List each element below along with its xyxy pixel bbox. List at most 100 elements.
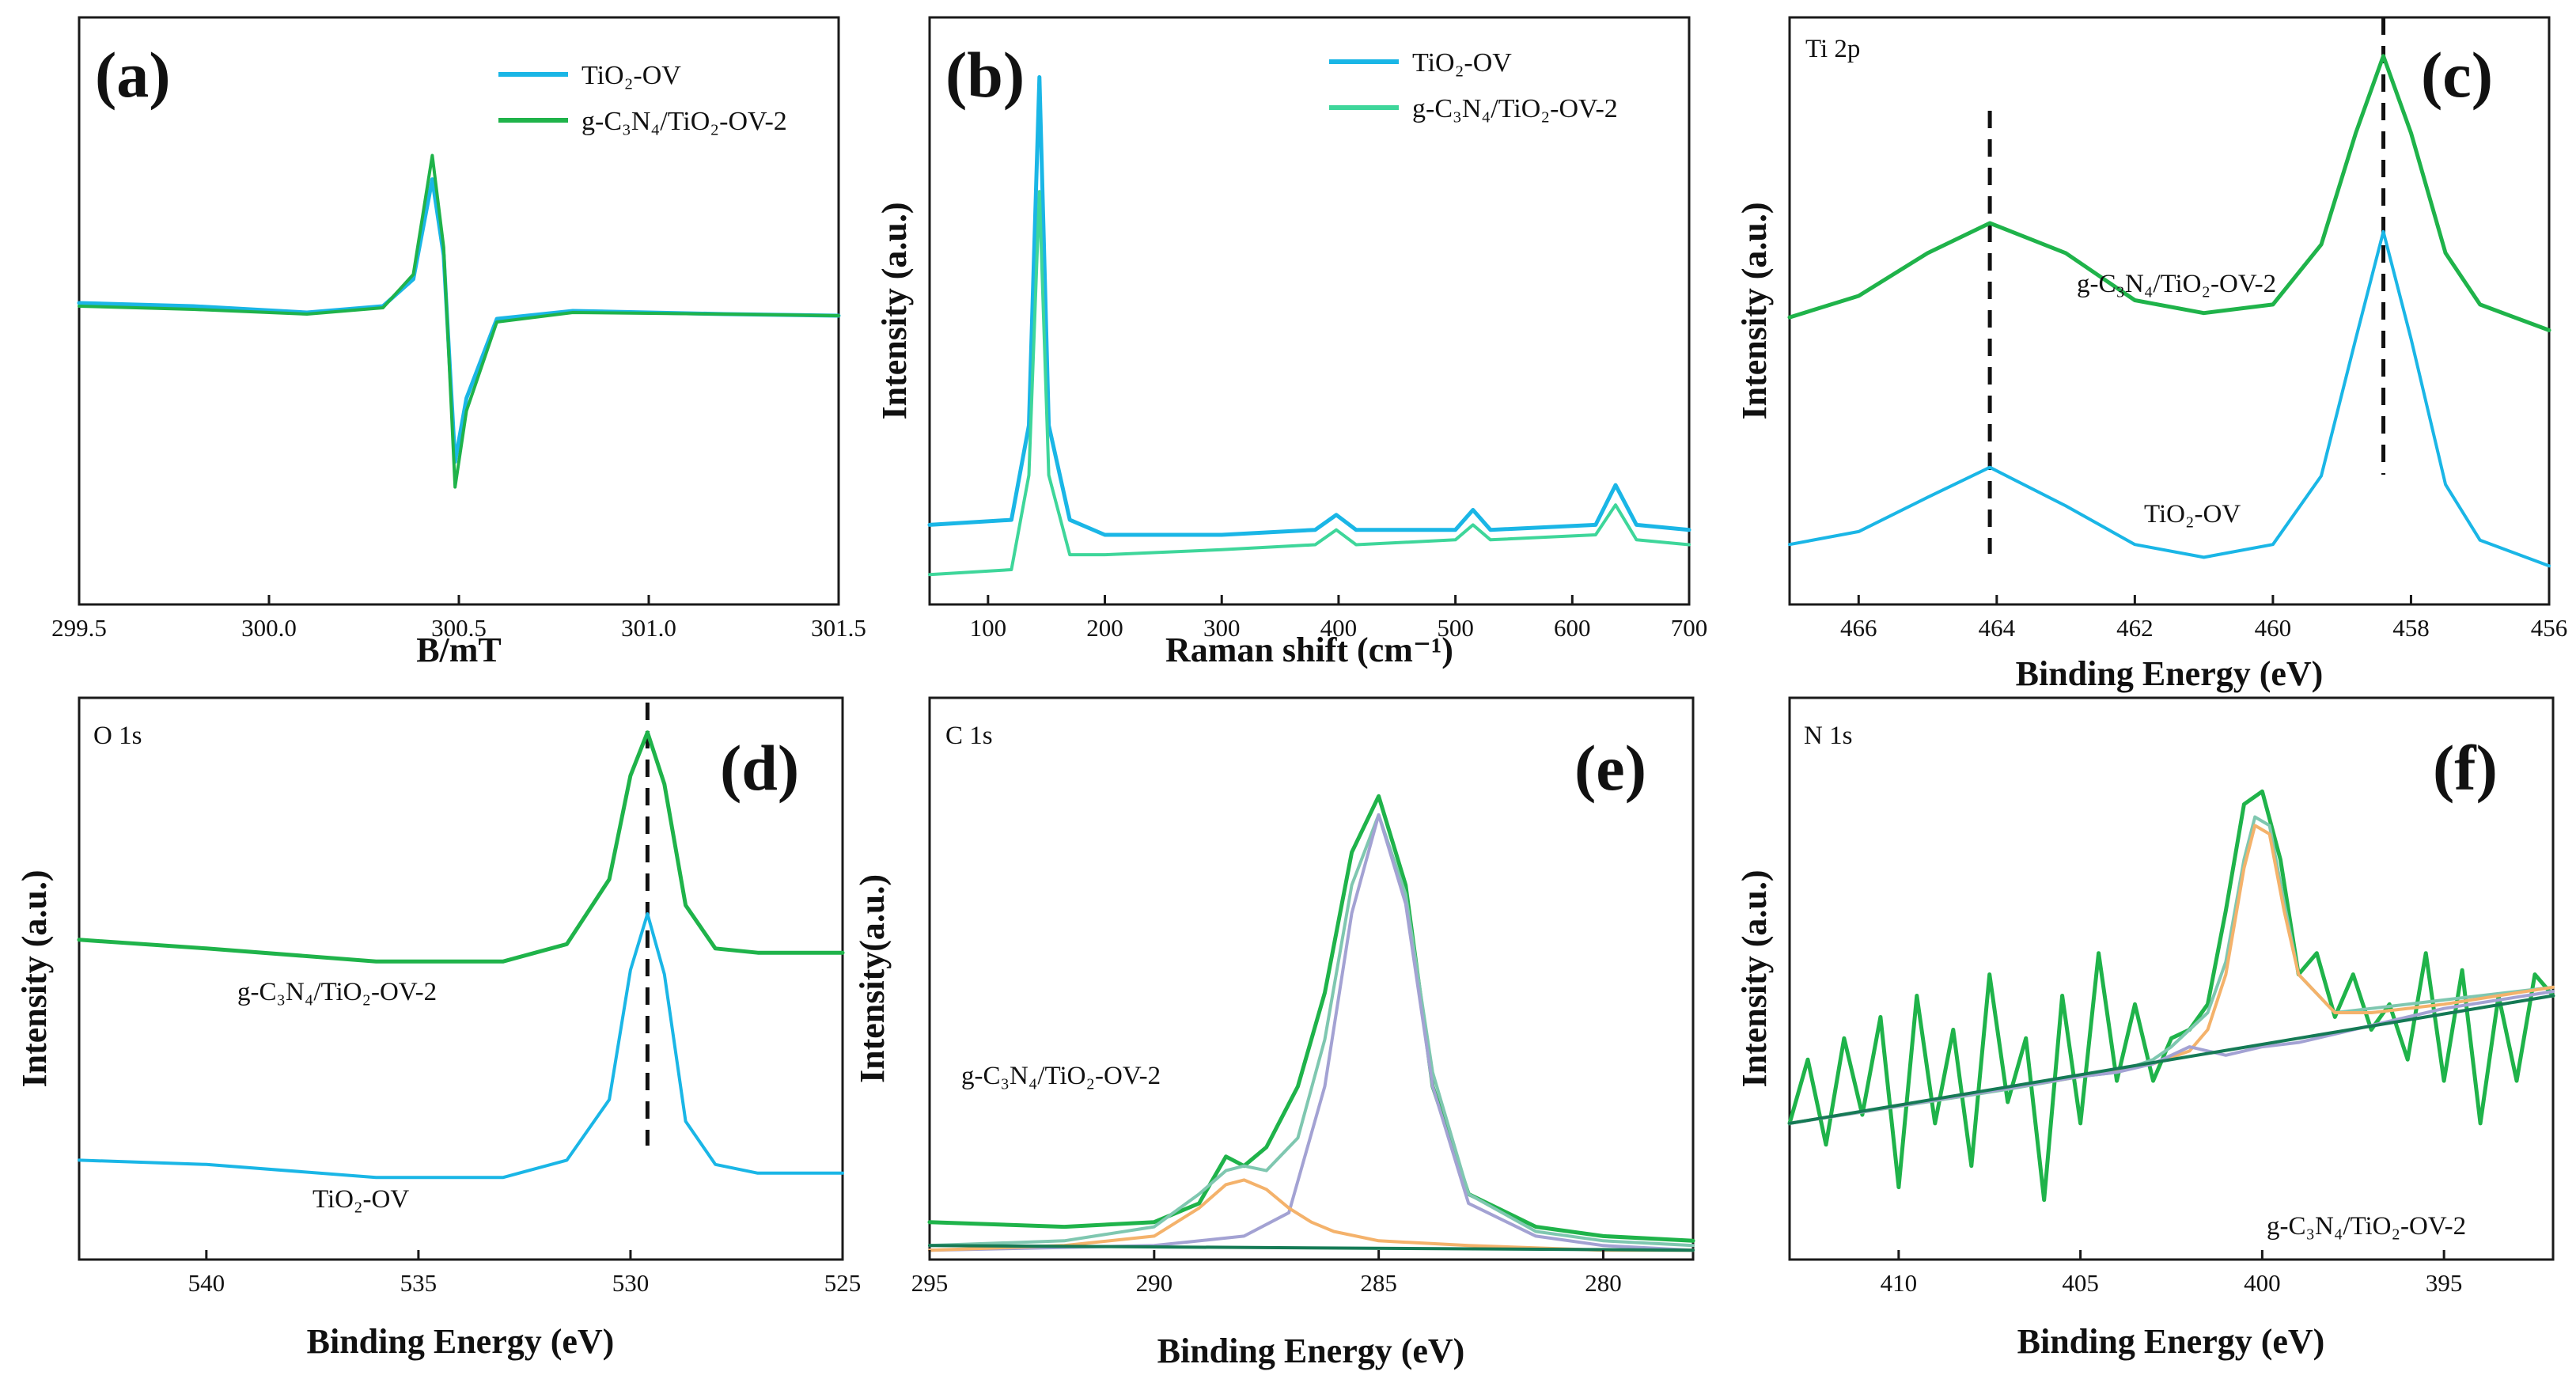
panel-f-corner-title: N 1s	[1804, 722, 1852, 750]
panel-e-curves	[927, 794, 1695, 1252]
panel-3-x-tick-label: 466	[1840, 614, 1877, 642]
panel-b-ylabel: Intensity (a.u.)	[875, 202, 914, 419]
panel-c-ticks: 466 464 462 460 458 456	[1840, 595, 2567, 642]
panel-a-curves	[77, 153, 841, 489]
panel-f-curves	[1787, 789, 2555, 1203]
panel-b-curves	[927, 75, 1691, 577]
panel-b-ticks: 100 200 300 400 500 600 700	[970, 595, 1708, 642]
panel-5-series-3-line	[928, 813, 1695, 1252]
panel-2-x-tick-label: 600	[1554, 614, 1591, 642]
panel-f: 410 405 400 395 N 1s (f) g-C₃N₄/TiO₂-OV-2 B…	[1735, 696, 2555, 1361]
panel-3-x-tick-label: 456	[2531, 614, 2568, 642]
panel-d-curves	[77, 730, 845, 1180]
panel-6-series-4-line	[1788, 990, 2555, 1125]
panel-1-series-1-line	[77, 177, 841, 464]
panel-b-frame	[928, 16, 1691, 606]
panel-e-ylabel: Intensity(a.u.)	[853, 874, 892, 1083]
panel-c-xlabel: Binding Energy (eV)	[2016, 654, 2324, 693]
panel-e-xlabel: Binding Energy (eV)	[1157, 1332, 1465, 1370]
panel-d-xlabel: Binding Energy (eV)	[307, 1322, 615, 1361]
panel-6-x-tick-label: 410	[1881, 1269, 1918, 1297]
panel-b-xlabel: Raman shift (cm⁻¹)	[1165, 631, 1453, 669]
panel-c-guides	[1987, 17, 2386, 554]
panel-5-series-1-line	[927, 794, 1695, 1243]
panel-a-legend-text-2: g-C₃N₄/TiO₂-OV-2	[581, 107, 787, 136]
panel-3-x-tick-label: 458	[2392, 614, 2430, 642]
panel-2-x-tick-label: 100	[970, 614, 1007, 642]
panel-c-frame	[1788, 16, 2551, 606]
panel-d-ticks: 540 535 530 525	[188, 1250, 862, 1297]
panel-6-x-tick-label: 400	[2244, 1269, 2281, 1297]
panel-6-x-tick-label: 405	[2062, 1269, 2099, 1297]
panel-2-x-tick-label: 200	[1086, 614, 1123, 642]
panel-b: 100 200 300 400 500 600 700 (b) TiO₂-OV g-C₃N₄…	[875, 16, 1708, 669]
panel-6-x-tick-label: 395	[2426, 1269, 2463, 1297]
panel-5-x-tick-label: 280	[1585, 1269, 1622, 1297]
panel-a-legend-text-1: TiO₂-OV	[581, 61, 681, 90]
panel-5-series-2-line	[928, 813, 1695, 1248]
panel-5-x-tick-label: 290	[1136, 1269, 1173, 1297]
panel-3-series-1-line	[1787, 54, 2551, 332]
panel-f-frame	[1788, 696, 2555, 1261]
panel-5-x-tick-label: 295	[911, 1269, 949, 1297]
panel-3-x-tick-label: 464	[1979, 614, 2016, 642]
panel-3-x-tick-label: 462	[2116, 614, 2154, 642]
panel-e-corner-title: C 1s	[945, 722, 993, 750]
panel-a-xlabel: B/mT	[416, 631, 502, 669]
panel-c-letter: (c)	[2421, 39, 2493, 111]
panel-4-x-tick-label: 535	[400, 1269, 438, 1297]
panel-a: 299.5 300.0 300.5 301.0 301.5 (a) TiO₂-OV g-…	[51, 16, 866, 669]
panel-2-x-tick-label: 400	[1320, 614, 1358, 642]
panel-f-letter: (f)	[2433, 732, 2498, 804]
panel-f-ylabel: Intensity (a.u.)	[1735, 869, 1774, 1087]
panel-1-series-2-line	[78, 153, 840, 489]
panel-c-series-label-1: g-C₃N₄/TiO₂-OV-2	[2077, 270, 2276, 298]
panel-c: 466 464 462 460 458 456 Ti 2p (c) g-C₃N₄/TiO₂…	[1735, 16, 2567, 693]
panel-d-series-label-2: TiO₂-OV	[313, 1185, 409, 1214]
panel-a-ticks: 299.5 300.0 300.5 301.0 301.5	[51, 595, 866, 642]
panel-2-x-tick-label: 300	[1203, 614, 1241, 642]
panel-5-x-tick-label: 285	[1360, 1269, 1397, 1297]
panel-4-x-tick-label: 530	[612, 1269, 650, 1297]
panel-f-xlabel: Binding Energy (eV)	[2017, 1322, 2325, 1361]
panel-d-letter: (d)	[720, 732, 799, 804]
panel-b-letter: (b)	[945, 39, 1025, 111]
panel-d: 540 535 530 525 O 1s (d) g-C₃N₄/TiO₂-OV-2 T…	[15, 696, 862, 1361]
panel-f-series-label-1: g-C₃N₄/TiO₂-OV-2	[2267, 1212, 2466, 1241]
panel-2-x-tick-label: 700	[1671, 614, 1708, 642]
panel-2-x-tick-label: 500	[1437, 614, 1474, 642]
panel-f-ticks: 410 405 400 395	[1881, 1250, 2463, 1297]
panel-c-ylabel: Intensity (a.u.)	[1735, 202, 1774, 419]
panel-d-corner-title: O 1s	[93, 722, 142, 750]
panel-1-x-tick-label: 300.0	[241, 614, 297, 642]
panel-6-series-3-line	[1788, 824, 2555, 1125]
panel-d-ylabel: Intensity (a.u.)	[15, 869, 54, 1087]
panel-4-series-1-line	[77, 730, 845, 964]
panel-5-series-5-line	[928, 1244, 1695, 1252]
panel-5-series-4-line	[928, 1178, 1695, 1252]
panel-3-series-2-line	[1788, 229, 2551, 568]
panel-6-series-2-line	[1788, 815, 2555, 1125]
panel-b-legend-text-1: TiO₂-OV	[1412, 48, 1512, 78]
panel-e-ticks: 295 290 285 280	[911, 1250, 1622, 1297]
panel-b-legend-text-2: g-C₃N₄/TiO₂-OV-2	[1412, 94, 1618, 123]
panel-4-x-tick-label: 540	[188, 1269, 225, 1297]
panel-e-frame	[928, 696, 1695, 1261]
panel-e-letter: (e)	[1574, 732, 1646, 804]
panel-6-series-1-line	[1787, 789, 2555, 1203]
panel-e-series-label-1: g-C₃N₄/TiO₂-OV-2	[961, 1062, 1161, 1090]
panel-3-x-tick-label: 460	[2255, 614, 2292, 642]
panel-2-series-2-line	[928, 190, 1691, 577]
panel-4-series-2-line	[78, 912, 844, 1180]
panel-d-frame	[78, 696, 844, 1261]
panel-1-x-tick-label: 301.0	[621, 614, 676, 642]
panel-c-curves	[1787, 54, 2551, 568]
panel-1-x-tick-label: 300.5	[431, 614, 487, 642]
panel-1-x-tick-label: 299.5	[51, 614, 107, 642]
panel-2-series-1-line	[927, 75, 1691, 537]
panel-c-series-label-2: TiO₂-OV	[2144, 500, 2241, 529]
panel-6-series-5-line	[1788, 994, 2555, 1125]
panel-c-corner-title: Ti 2p	[1805, 35, 1860, 63]
panel-4-x-tick-label: 525	[824, 1269, 862, 1297]
